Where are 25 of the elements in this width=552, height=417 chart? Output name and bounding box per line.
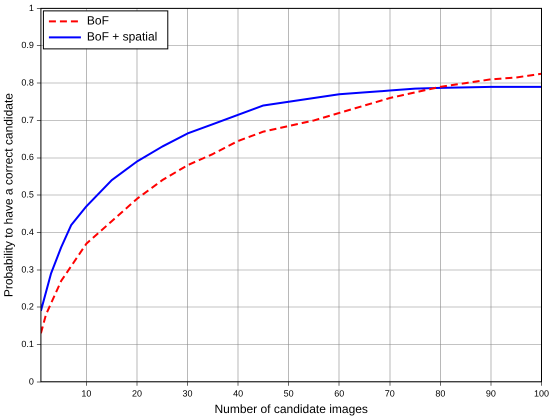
y-axis-title: Probability to have a correct candidate bbox=[2, 92, 16, 298]
x-tick-label: 60 bbox=[334, 388, 344, 399]
y-tick-label: 0 bbox=[28, 376, 34, 386]
y-tick-label: 0.4 bbox=[21, 226, 34, 237]
x-tick-label: 20 bbox=[132, 388, 142, 399]
y-tick-label: 1 bbox=[28, 2, 34, 13]
y-tick-label: 0.3 bbox=[21, 264, 34, 274]
y-tick-label: 0.8 bbox=[21, 78, 34, 88]
y-tick-label: 0.5 bbox=[21, 190, 34, 200]
x-axis-title: Number of candidate images bbox=[214, 402, 368, 416]
x-tick-label: 80 bbox=[435, 388, 446, 399]
x-tick-label: 70 bbox=[384, 388, 395, 399]
y-tick-label: 0.6 bbox=[21, 152, 34, 162]
x-tick-label: 50 bbox=[284, 388, 294, 399]
y-tick-label: 0.7 bbox=[21, 114, 34, 125]
legend-label: BoF + spatial bbox=[86, 30, 158, 44]
x-tick-label: 100 bbox=[534, 388, 550, 399]
x-tick-label: 10 bbox=[81, 388, 92, 399]
y-tick-label: 0.9 bbox=[21, 40, 34, 50]
x-tick-label: 40 bbox=[233, 388, 244, 399]
y-tick-label: 0.2 bbox=[21, 302, 34, 312]
y-tick-label: 0.1 bbox=[21, 338, 34, 349]
x-tick-label: 30 bbox=[182, 388, 193, 399]
legend-label: BoF bbox=[86, 14, 109, 28]
x-tick-label: 90 bbox=[486, 388, 496, 399]
